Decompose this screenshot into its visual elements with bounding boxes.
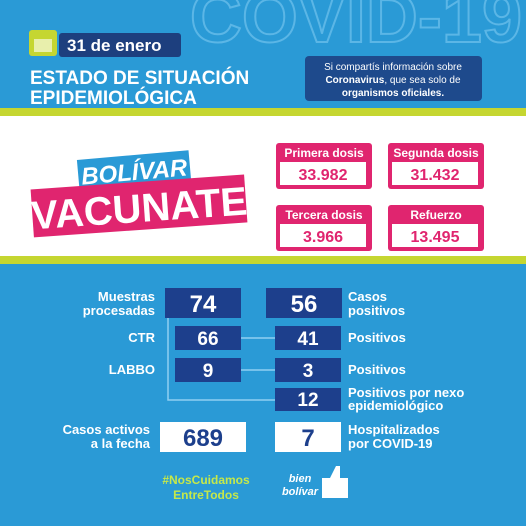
stat-box [175,358,241,382]
stat-label: a la fecha [91,436,151,451]
samples-total: 74 [190,291,217,318]
hashtag: #NosCuidamos [162,473,250,487]
date: 31 de enero [67,36,162,55]
lab-positive: 3 [303,361,314,382]
notice-rest: , que sea solo de [384,75,461,86]
stat-label: Muestras [98,289,155,304]
stat-label: Casos activos [63,422,150,437]
dose-cards: Primera dosis 33.982 Segunda dosis 31.432 Te… [276,143,484,251]
nexus-positive: 12 [297,390,318,411]
divider [0,108,526,116]
stat-label: epidemiológico [348,398,443,413]
title: EPIDEMIOLÓGICA [30,87,197,109]
stat-label: Positivos [348,362,406,377]
stat-label: procesadas [83,303,155,318]
stat-box [275,422,341,452]
dose-label: Refuerzo [410,208,461,222]
dose-value: 33.982 [299,167,348,184]
logo-text: bien [289,473,312,485]
stat-box [160,422,246,452]
lab-positive: 41 [297,329,319,350]
stat-box [275,388,341,411]
lab-total: 9 [203,361,214,382]
calendar-grid [34,39,52,52]
stat-label: positivos [348,303,405,318]
stat-box [175,326,241,350]
slogan-bg [30,174,248,238]
hashtag: EntreTodos [173,488,239,502]
notice-text: Si compartís información sobre [324,62,462,73]
notice-bold: organismos oficiales. [342,88,444,99]
connector [167,318,275,401]
dose-label: Segunda dosis [393,146,479,160]
dose-label: Tercera dosis [285,208,362,222]
dose-value-box [392,162,478,185]
stat-label: por COVID-19 [348,436,433,451]
notice-box [305,56,482,101]
lab-name: LABBO [109,362,155,377]
active-value: 689 [183,425,223,452]
dose-value: 13.495 [411,229,460,246]
connectors [167,318,275,401]
labs: CTR 66 41 Positivos LABBO 9 3 Positivos [109,326,406,382]
dose-label: Primera dosis [284,146,364,160]
logo-text: bolívar [282,486,319,498]
stat-label: Casos [348,289,387,304]
dose-value-box [280,224,366,247]
samples-positive: 56 [291,291,318,318]
date-pill [59,33,181,57]
dose-value: 31.432 [411,167,460,184]
stat-label: Hospitalizados [348,422,440,437]
notice-bold: Coronavirus [325,75,384,86]
logo-icon [322,466,348,498]
stats-bg [0,264,526,526]
notice-text: Coronavirus, que sea solo de [325,75,461,86]
lab-total: 66 [197,329,218,350]
dose-value-box [392,224,478,247]
watermark: COVID-19 [190,0,522,58]
stat-box [275,326,341,350]
dose-value: 3.966 [303,229,343,246]
stat-label: Positivos [348,330,406,345]
stat-box [275,358,341,382]
stat-label: Positivos por nexo [348,385,464,400]
divider [0,256,526,264]
dose-value-box [280,162,366,185]
stat-box [266,288,342,318]
hospitalized-value: 7 [301,425,314,452]
lab-name: CTR [128,330,155,345]
title: ESTADO DE SITUACIÓN [30,67,249,89]
stat-box [165,288,241,318]
